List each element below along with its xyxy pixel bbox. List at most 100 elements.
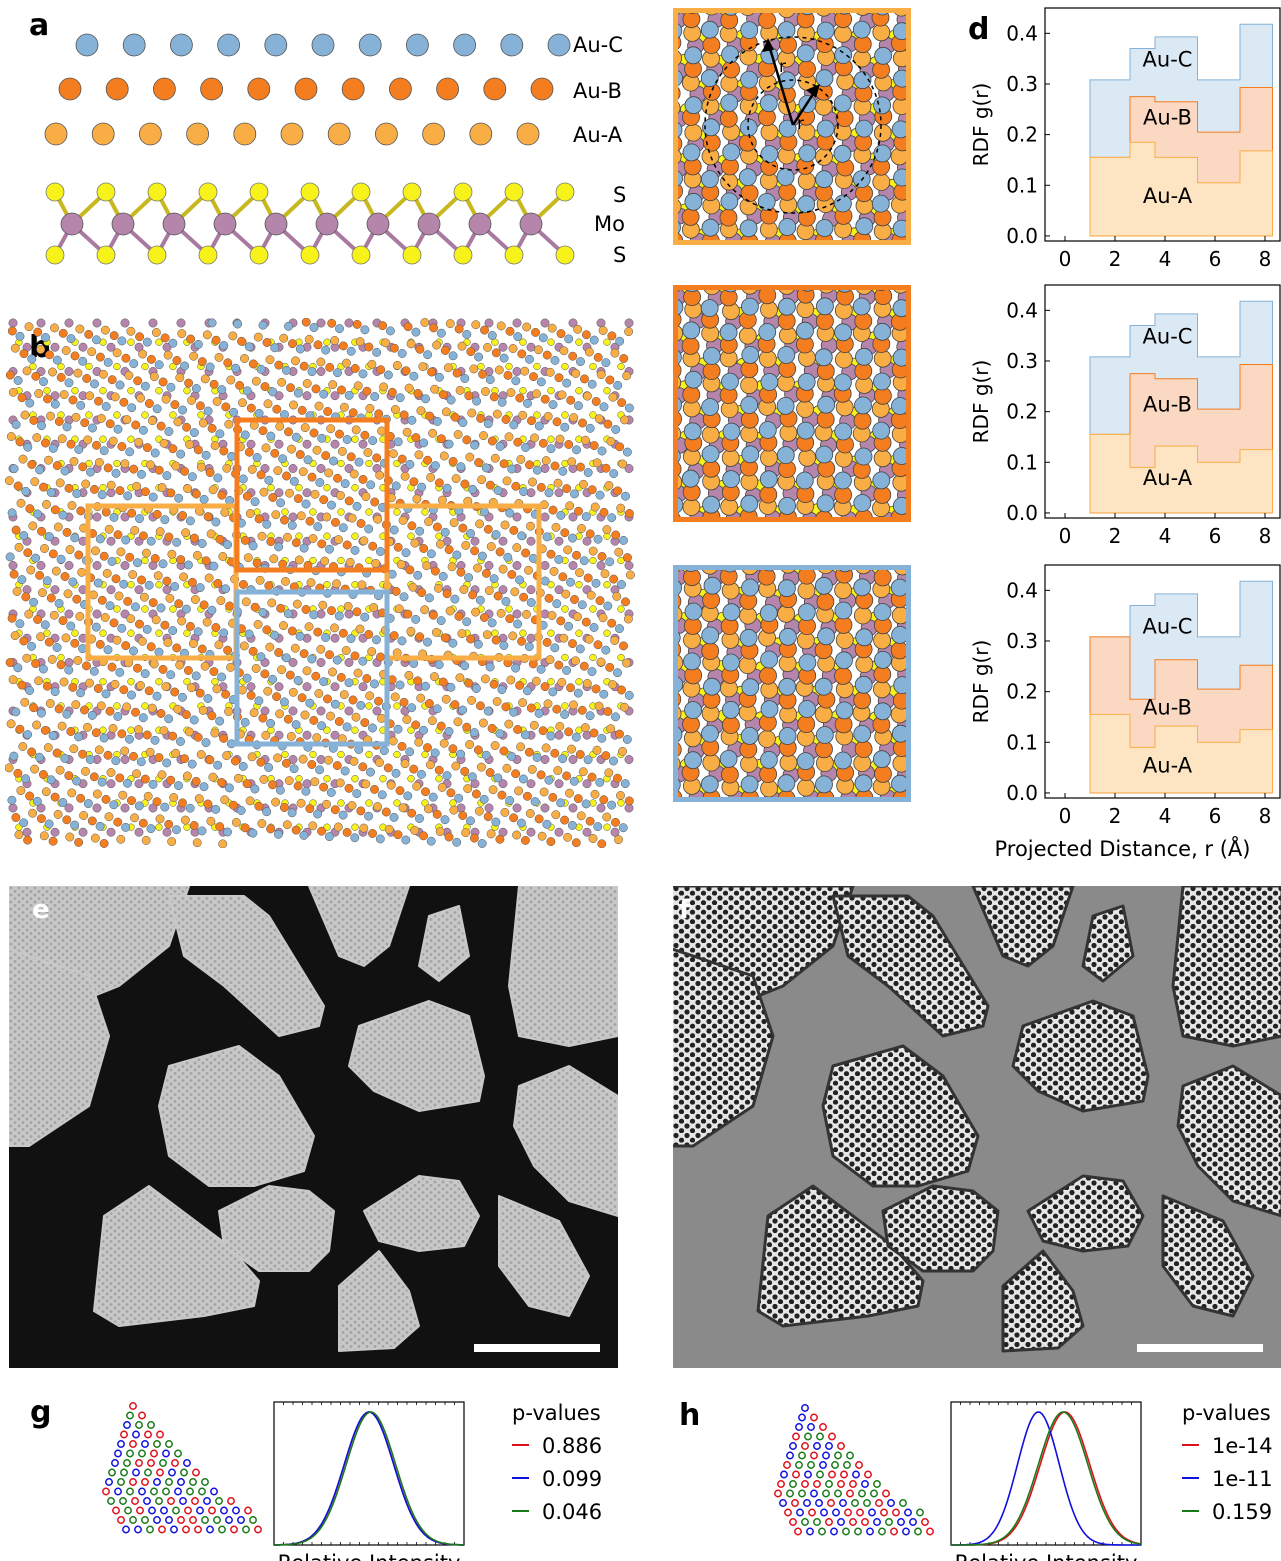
au-a-atom [445,319,455,329]
au-c-atom [511,376,521,386]
au-c-atom [760,700,779,719]
au-b-atom [605,375,615,385]
au-b-atom [172,643,182,653]
au-c-atom [27,354,37,364]
au-a-atom [143,791,153,801]
au-b-atom [97,595,107,605]
x-tick-label: 8 [1259,804,1272,828]
atom-column-marker [174,1487,182,1496]
au-c-atom [50,399,60,409]
au-a-atom [159,438,169,448]
au-c-atom [281,653,291,663]
y-tick-label: 0.3 [1006,72,1038,96]
au-c-atom [683,652,701,671]
au-c-atom [33,509,43,519]
au-b-atom [573,794,583,804]
au-b-atom [80,705,89,715]
au-a-atom [318,600,328,610]
atom-column-marker [873,1518,881,1526]
au-c-atom [536,664,546,674]
au-a-atom [424,517,434,527]
sulfur-atom [309,750,317,759]
au-b-atom [562,771,572,781]
au-b-atom [91,728,101,738]
atom-column-marker [123,1459,131,1467]
atom-column-marker [851,1499,859,1507]
au-b-atom [816,592,835,611]
au-a-atom [192,550,202,560]
au-b-atom [260,669,270,679]
au-a-atom [598,613,608,623]
au-b-atom [558,572,568,582]
au-a-atom [422,122,446,146]
sulfur-atom [393,750,401,759]
au-c-atom [311,33,335,57]
au-c-atom [778,496,796,515]
au-c-atom [152,691,162,701]
sulfur-atom [141,362,149,371]
au-a-atom [212,397,222,406]
au-b-atom [702,36,721,54]
au-c-atom [66,621,76,631]
au-b-atom [603,419,613,429]
au-c-atom [701,170,719,189]
au-a-atom [300,710,310,720]
au-c-atom [185,803,195,813]
au-a-atom [447,562,457,572]
au-b-atom [317,539,327,549]
au-b-atom [403,609,413,619]
au-c-atom [325,544,334,554]
au-c-atom [266,431,276,441]
au-c-atom [740,726,759,745]
au-c-atom [477,839,487,848]
atom-column-marker [926,1527,934,1536]
atom-column-marker [783,1461,791,1469]
au-a-atom [373,802,382,812]
au-c-atom [526,598,536,607]
au-b-atom [342,540,352,550]
au-b-atom [119,397,129,407]
molybdenum-atom [596,318,606,328]
au-c-atom [131,602,140,612]
molybdenum-atom [540,803,550,813]
au-c-atom [834,601,853,620]
au-a-atom [298,754,308,764]
molybdenum-atom [288,512,298,522]
sulfur-atom [211,678,219,686]
au-b-atom [407,521,417,531]
au-a-atom [469,364,479,374]
au-b-atom [536,482,546,492]
y-tick-label: 0.2 [1006,123,1038,147]
au-b-atom [352,319,362,329]
au-a-atom [420,318,430,327]
y-tick-label: 0.0 [1006,501,1038,525]
plot-frame [273,1401,465,1546]
legend-title: p-values [1182,1401,1271,1425]
au-b-atom [581,330,591,340]
au-c-atom [270,343,280,353]
molybdenum-atom [50,585,60,595]
sulfur-atom [575,581,583,589]
au-c-atom [874,46,893,65]
au-b-atom [80,418,90,428]
au-b-atom [256,470,266,480]
distribution-curve [274,1411,464,1546]
au-c-atom [442,771,452,781]
legend-entry: 0.886 [542,1434,602,1458]
au-a-atom [500,520,510,530]
au-c-atom [385,326,395,336]
au-b-atom [317,826,327,836]
au-a-atom [279,333,289,343]
au-c-atom [814,348,833,367]
y-tick-label: 0.1 [1006,450,1038,474]
series-label-au-b: Au-B [1143,393,1192,417]
au-a-atom [347,801,357,810]
atom-column-marker [792,1432,800,1441]
au-a-atom [216,596,226,606]
au-c-atom [15,619,25,629]
molybdenum-atom [366,212,390,236]
x-tick-label: 6 [1209,247,1222,271]
au-c-atom [330,699,340,709]
au-c-atom [107,557,117,566]
au-c-atom [547,33,571,57]
